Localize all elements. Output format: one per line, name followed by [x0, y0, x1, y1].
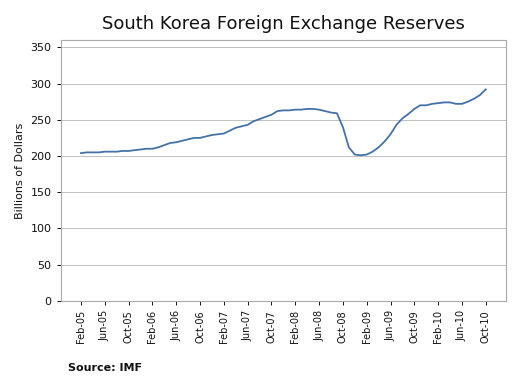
Text: Source: IMF: Source: IMF [68, 363, 142, 373]
Y-axis label: Billions of Dollars: Billions of Dollars [15, 123, 25, 219]
Title: South Korea Foreign Exchange Reserves: South Korea Foreign Exchange Reserves [102, 15, 465, 33]
